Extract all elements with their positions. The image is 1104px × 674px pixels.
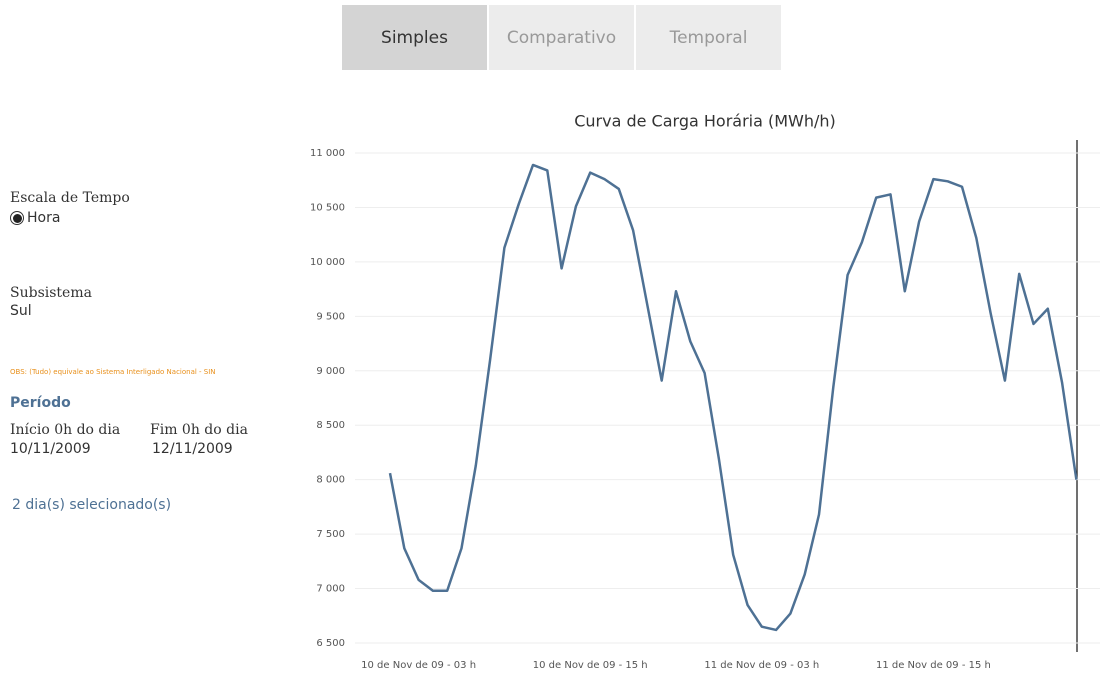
x-tick-label: 11 de Nov de 09 - 03 h — [704, 660, 819, 671]
radio-label[interactable]: Hora — [27, 210, 61, 226]
label: Fim 0h do dia — [150, 422, 248, 438]
value[interactable]: Sul — [10, 303, 32, 319]
note: OBS: (Tudo) equivale ao Sistema Interlig… — [10, 368, 216, 376]
y-tick-label: 10 500 — [310, 202, 345, 213]
value[interactable]: 10/11/2009 — [10, 441, 91, 457]
value[interactable]: 12/11/2009 — [152, 441, 233, 457]
radio[interactable] — [10, 211, 24, 225]
radio-dot — [12, 213, 22, 223]
x-tick-label: 10 de Nov de 09 - 03 h — [361, 660, 476, 671]
y-tick-label: 6 500 — [316, 638, 345, 649]
label: Escala de Tempo — [10, 190, 130, 206]
tab[interactable]: Comparativo — [489, 5, 634, 70]
y-tick-label: 9 000 — [316, 366, 345, 377]
y-tick-label: 11 000 — [310, 148, 345, 159]
days-selected: 2 dia(s) selecionado(s) — [12, 497, 172, 513]
x-tick-label: 10 de Nov de 09 - 15 h — [533, 660, 648, 671]
y-tick-label: 7 500 — [316, 529, 345, 540]
tab[interactable]: Temporal — [636, 5, 781, 70]
chart-title: Curva de Carga Horária (MWh/h) — [574, 112, 836, 131]
y-tick-label: 8 500 — [316, 420, 345, 431]
y-tick-label: 9 500 — [316, 311, 345, 322]
label: Período — [10, 395, 71, 411]
y-tick-label: 7 000 — [316, 584, 345, 595]
line — [388, 163, 1078, 632]
x-tick-label: 11 de Nov de 09 - 15 h — [876, 660, 991, 671]
label: Início 0h do dia — [10, 422, 121, 438]
y-tick-label: 8 000 — [316, 475, 345, 486]
label: Subsistema — [10, 285, 92, 301]
y-tick-label: 10 000 — [310, 257, 345, 268]
tab[interactable]: Simples — [342, 5, 487, 70]
